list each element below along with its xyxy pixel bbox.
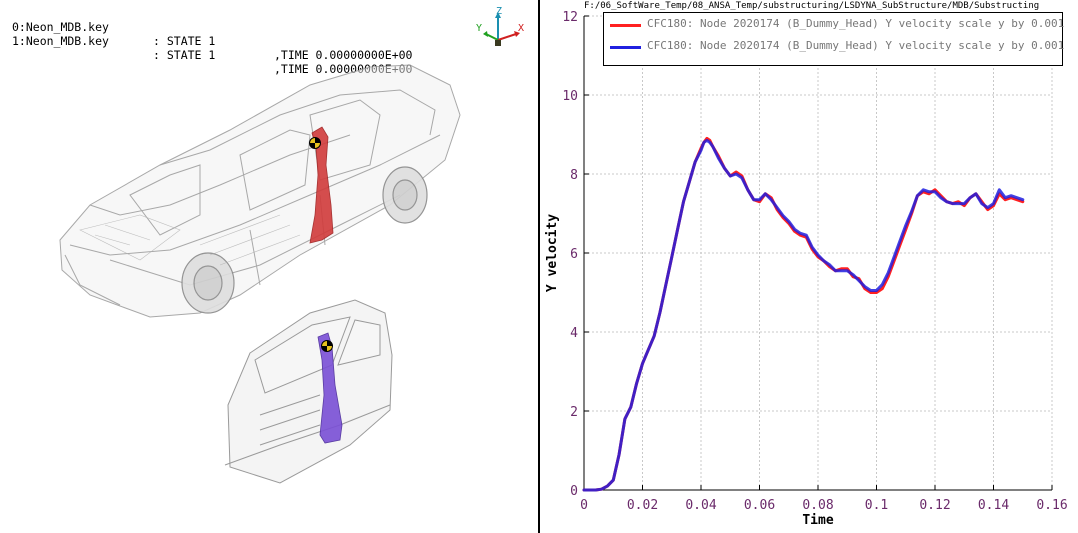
y-tick-label: 8 <box>570 168 578 183</box>
x-tick-label: 0.02 <box>627 498 658 513</box>
x-tick-label: 0.06 <box>744 498 775 513</box>
legend-swatch-red <box>610 24 641 27</box>
y-tick-label: 0 <box>570 484 578 499</box>
state-label: : STATE 1 <box>153 34 216 48</box>
x-tick-label: 0.08 <box>802 498 833 513</box>
x-tick-label: 0.1 <box>865 498 888 513</box>
triad-x-label: X <box>518 23 524 34</box>
x-tick-label: 0.14 <box>978 498 1009 513</box>
chart-legend: CFC180: Node 2020174 (B_Dummy_Head) Y ve… <box>603 12 1065 66</box>
y-tick-label: 12 <box>562 10 578 25</box>
panel-divider[interactable] <box>538 0 540 533</box>
car-model <box>59 64 461 318</box>
triad-z-label: Z <box>496 6 502 17</box>
y-tick-label: 6 <box>570 247 578 262</box>
state-file: 1:Neon_MDB.key <box>12 34 109 48</box>
y-tick-label: 10 <box>562 89 578 104</box>
series-line-1 <box>582 138 1025 492</box>
state-line-0: 0:Neon_MDB.key : STATE 1 ,TIME 0.0000000… <box>12 6 412 76</box>
legend-swatch-blue <box>610 46 641 49</box>
y-tick-label: 2 <box>570 405 578 420</box>
state-line-1: 1:Neon_MDB.key : STATE 1 ,TIME 0.0000000… <box>12 20 412 90</box>
file-path: F:/06_SoftWare_Temp/08_ANSA_Temp/substru… <box>584 1 1040 11</box>
x-tick-label: 0 <box>580 498 588 513</box>
y-axis-label: Y velocity <box>545 214 560 292</box>
3d-viewport[interactable]: 0:Neon_MDB.key : STATE 1 ,TIME 0.0000000… <box>0 0 538 533</box>
velocity-chart: 0 0.02 0.04 0.06 0.08 0.1 0.12 0.14 0.16 0 2 4 6 8 10 1… <box>545 10 1068 528</box>
axis-triad: Z X Y <box>476 6 524 46</box>
x-tick-label: 0.04 <box>685 498 716 513</box>
legend-label: CFC180: Node 2020174 (B_Dummy_Head) Y ve… <box>647 39 1065 52</box>
state-file: 0:Neon_MDB.key <box>12 20 109 34</box>
door-substructure <box>224 299 393 484</box>
x-axis-label: Time <box>802 513 833 528</box>
series-line-0 <box>582 136 1025 492</box>
x-tick-label: 0.12 <box>919 498 950 513</box>
state-label: : STATE 1 <box>153 48 216 62</box>
state-time: ,TIME 0.00000000E+00 <box>274 48 413 62</box>
x-tick-label: 0.16 <box>1036 498 1067 513</box>
legend-label: CFC180: Node 2020174 (B_Dummy_Head) Y ve… <box>647 17 1065 30</box>
chart-panel: F:/06_SoftWare_Temp/08_ANSA_Temp/substru… <box>540 0 1078 533</box>
triad-y-label: Y <box>476 23 482 34</box>
y-tick-label: 4 <box>570 326 578 341</box>
b-pillar-red <box>309 126 334 244</box>
